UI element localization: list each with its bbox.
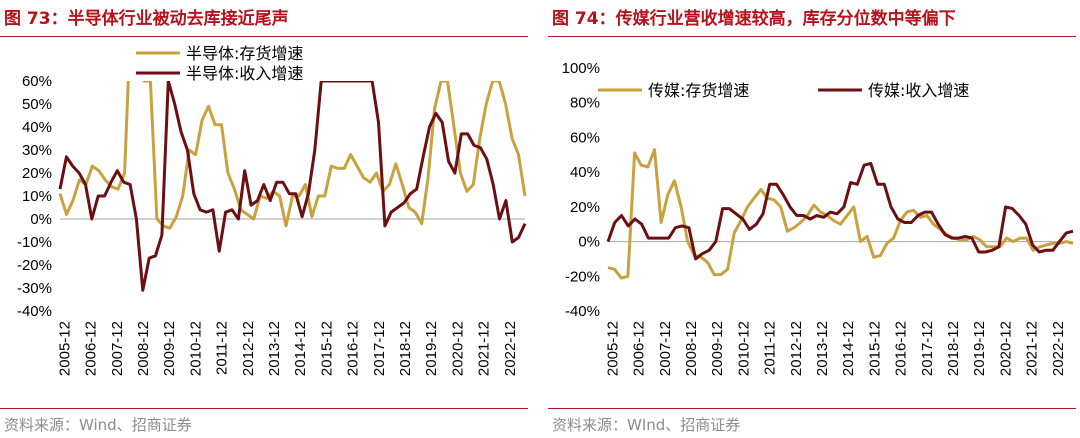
source-note: 资料来源：WInd、招商证券 xyxy=(552,416,741,434)
x-tick-label: 2019-12 xyxy=(971,321,988,376)
x-tick-label: 2011-12 xyxy=(214,321,231,375)
x-tick-label: 2022-12 xyxy=(1050,321,1067,376)
y-tick-label: 0% xyxy=(30,211,52,228)
y-tick-label: 100% xyxy=(562,60,600,77)
x-tick-label: 2011-12 xyxy=(762,321,779,375)
x-tick-label: 2006-12 xyxy=(631,321,648,376)
x-tick-label: 2009-12 xyxy=(161,321,178,376)
x-tick-label: 2007-12 xyxy=(109,321,126,376)
y-tick-label: 30% xyxy=(22,142,52,159)
legend-label: 半导体:存货增速 xyxy=(186,44,303,63)
chart-media: -40% -20% 0% 20% 40% 60% 80% 100% 2005-12 2006-12… xyxy=(562,60,1074,376)
x-tick-label: 2022-12 xyxy=(502,321,519,376)
title-divider xyxy=(0,36,528,37)
y-tick-label: -20% xyxy=(565,268,600,285)
x-tick-label: 2020-12 xyxy=(997,321,1014,376)
x-tick-label: 2014-12 xyxy=(292,321,309,376)
y-tick-label: 40% xyxy=(22,119,52,136)
series-line-revenue xyxy=(606,162,1074,261)
x-tick-label: 2021-12 xyxy=(1024,321,1041,376)
x-tick-label: 2014-12 xyxy=(840,321,857,376)
y-tick-label: 10% xyxy=(22,188,52,205)
x-tick-label: 2020-12 xyxy=(449,321,466,376)
y-tick-label: 50% xyxy=(22,96,52,113)
chart-title: 图 73：半导体行业被动去库接近尾声 xyxy=(4,9,289,29)
footer-divider xyxy=(0,408,528,409)
x-tick-label: 2008-12 xyxy=(683,321,700,376)
y-tick-label: 60% xyxy=(570,129,600,146)
x-tick-label: 2008-12 xyxy=(135,321,152,376)
y-tick-label: -20% xyxy=(17,257,52,274)
x-tick-label: 2013-12 xyxy=(814,321,831,376)
x-tick-label: 2010-12 xyxy=(187,321,204,376)
y-tick-label: 80% xyxy=(570,95,600,112)
x-tick-label: 2010-12 xyxy=(735,321,752,376)
series-line-inventory xyxy=(607,148,1074,280)
x-tick-label: 2019-12 xyxy=(423,321,440,376)
y-tick-label: 20% xyxy=(570,199,600,216)
chart-semiconductor: -40% -30% -20% -10% 0% 10% 20% 30% 40% 50% 60% 2005… xyxy=(17,44,527,376)
x-tick-label: 2016-12 xyxy=(893,321,910,376)
source-note: 资料来源：Wind、招商证券 xyxy=(4,416,192,434)
x-tick-label: 2005-12 xyxy=(56,321,73,376)
footer-divider xyxy=(548,408,1076,409)
title-divider xyxy=(548,36,1076,37)
chart-panel-semiconductor: 图 73：半导体行业被动去库接近尾声 -40% -30% -20% -10% 0% 10%… xyxy=(0,0,532,438)
x-tick-label: 2007-12 xyxy=(657,321,674,376)
x-tick-label: 2009-12 xyxy=(709,321,726,376)
x-tick-label: 2018-12 xyxy=(945,321,962,376)
y-tick-label: -10% xyxy=(17,234,52,251)
y-tick-label: -40% xyxy=(565,303,600,320)
x-tick-label: 2015-12 xyxy=(318,321,335,376)
x-tick-label: 2017-12 xyxy=(371,321,388,376)
x-tick-label: 2018-12 xyxy=(397,321,414,376)
legend-label: 半导体:收入增速 xyxy=(186,64,303,83)
x-tick-label: 2021-12 xyxy=(476,321,493,376)
y-tick-label: 40% xyxy=(570,164,600,181)
x-tick-label: 2012-12 xyxy=(788,321,805,376)
chart-panel-media: 图 74：传媒行业营收增速较高，库存分位数中等偏下 -40% -20% 0% 20% 4… xyxy=(548,0,1080,438)
x-tick-label: 2012-12 xyxy=(240,321,257,376)
y-tick-label: 20% xyxy=(22,165,52,182)
y-tick-label: 0% xyxy=(578,234,600,251)
x-tick-label: 2013-12 xyxy=(266,321,283,376)
series-line-inventory xyxy=(58,81,527,230)
y-tick-label: 60% xyxy=(22,73,52,90)
series-line-revenue xyxy=(58,81,527,292)
x-tick-label: 2017-12 xyxy=(919,321,936,376)
y-tick-label: -40% xyxy=(17,303,52,320)
chart-title: 图 74：传媒行业营收增速较高，库存分位数中等偏下 xyxy=(552,9,956,29)
x-tick-label: 2005-12 xyxy=(604,321,621,376)
legend-label: 传媒:收入增速 xyxy=(868,81,969,100)
x-tick-label: 2006-12 xyxy=(83,321,100,376)
y-tick-label: -30% xyxy=(17,280,52,297)
x-tick-label: 2016-12 xyxy=(345,321,362,376)
x-tick-label: 2015-12 xyxy=(866,321,883,376)
legend-label: 传媒:存货增速 xyxy=(648,81,749,100)
